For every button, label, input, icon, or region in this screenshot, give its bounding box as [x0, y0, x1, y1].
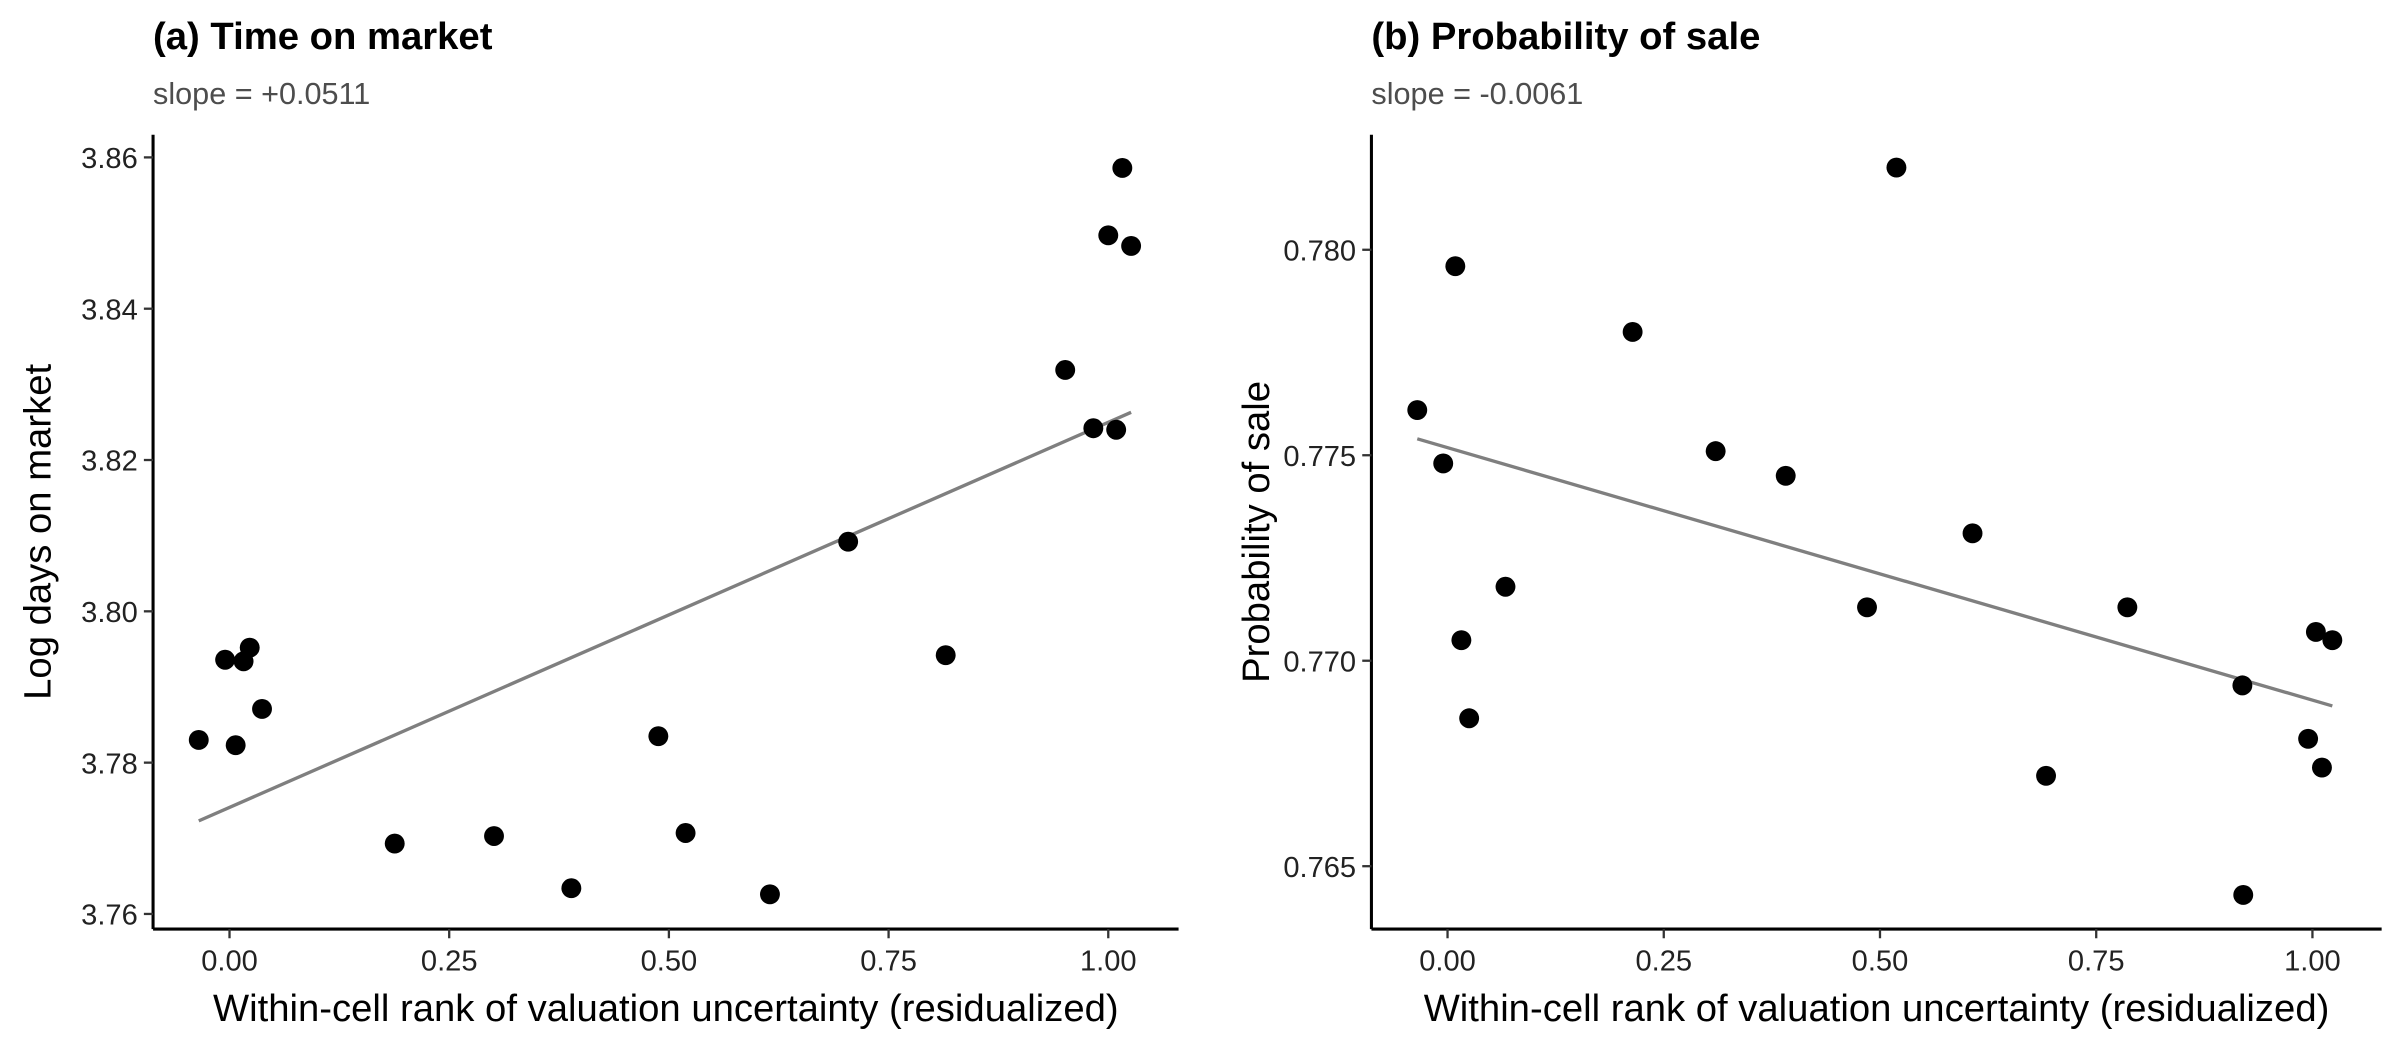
- point: [2117, 597, 2138, 618]
- point: [1459, 708, 1480, 729]
- fit-line: [1416, 437, 2333, 708]
- point: [1106, 419, 1127, 440]
- point: [2233, 885, 2254, 905]
- point: [384, 833, 405, 854]
- x-tick-label: 0.25: [421, 945, 478, 977]
- subtitle: slope = +0.0511: [153, 77, 370, 111]
- point: [760, 884, 780, 905]
- fit-line: [198, 410, 1132, 823]
- x-tick-label: 0.25: [1635, 945, 1692, 977]
- point: [1962, 523, 1983, 544]
- point: [1407, 400, 1428, 420]
- y-tick-label: 0.780: [1283, 235, 1356, 267]
- x-tick-label: 1.00: [2284, 945, 2341, 977]
- y-axis-label: Log days on market: [17, 364, 60, 700]
- point: [239, 637, 260, 658]
- x-tick-label: 0.75: [860, 945, 917, 977]
- y-tick-label: 3.76: [81, 900, 138, 932]
- point: [484, 826, 504, 846]
- point: [1055, 360, 1076, 380]
- point: [2322, 630, 2343, 651]
- y-tick-label: 3.86: [81, 143, 138, 175]
- point: [215, 649, 236, 670]
- y-tick-label: 0.765: [1283, 852, 1356, 884]
- y-tick-label: 0.775: [1283, 441, 1356, 473]
- point: [1622, 322, 1643, 342]
- x-axis-label: Within-cell rank of valuation uncertaint…: [1424, 987, 2330, 1030]
- point: [2298, 728, 2319, 749]
- point: [1775, 465, 1796, 486]
- point: [225, 735, 246, 756]
- x-tick-label: 0.50: [641, 945, 698, 977]
- point: [2036, 765, 2057, 786]
- subtitle: slope = -0.0061: [1371, 77, 1583, 111]
- point: [1121, 235, 1142, 256]
- chart-title: (a) Time on market: [153, 15, 493, 58]
- y-tick-label: 3.78: [81, 748, 138, 780]
- point: [1886, 157, 1907, 178]
- y-tick-label: 3.82: [81, 446, 138, 478]
- y-tick-label: 0.770: [1283, 646, 1356, 678]
- point: [648, 726, 669, 747]
- x-axis-label: Within-cell rank of valuation uncertaint…: [213, 987, 1119, 1030]
- point: [252, 698, 272, 719]
- point: [1112, 158, 1133, 178]
- point: [2232, 675, 2253, 696]
- point: [1451, 630, 1472, 651]
- point: [1857, 597, 1877, 618]
- x-tick-label: 1.00: [1080, 945, 1137, 977]
- x-tick-label: 0.50: [1852, 945, 1909, 977]
- point: [675, 823, 696, 843]
- point: [2312, 757, 2332, 778]
- y-axis-label: Probability of sale: [1235, 381, 1278, 683]
- chart-title: (b) Probability of sale: [1371, 15, 1760, 58]
- point: [2305, 622, 2326, 642]
- point: [1098, 225, 1119, 246]
- point: [1445, 256, 1466, 277]
- point: [1083, 418, 1104, 439]
- x-tick-label: 0.75: [2068, 945, 2125, 977]
- x-tick-label: 0.00: [1419, 945, 1476, 977]
- point: [935, 645, 956, 666]
- x-tick-label: 0.00: [201, 945, 258, 977]
- y-tick-label: 3.80: [81, 597, 138, 629]
- point: [1495, 576, 1516, 597]
- point: [188, 729, 209, 750]
- y-tick-label: 3.84: [81, 294, 138, 326]
- point: [838, 531, 859, 552]
- point: [1705, 441, 1726, 462]
- point: [1433, 453, 1454, 474]
- point: [561, 878, 582, 899]
